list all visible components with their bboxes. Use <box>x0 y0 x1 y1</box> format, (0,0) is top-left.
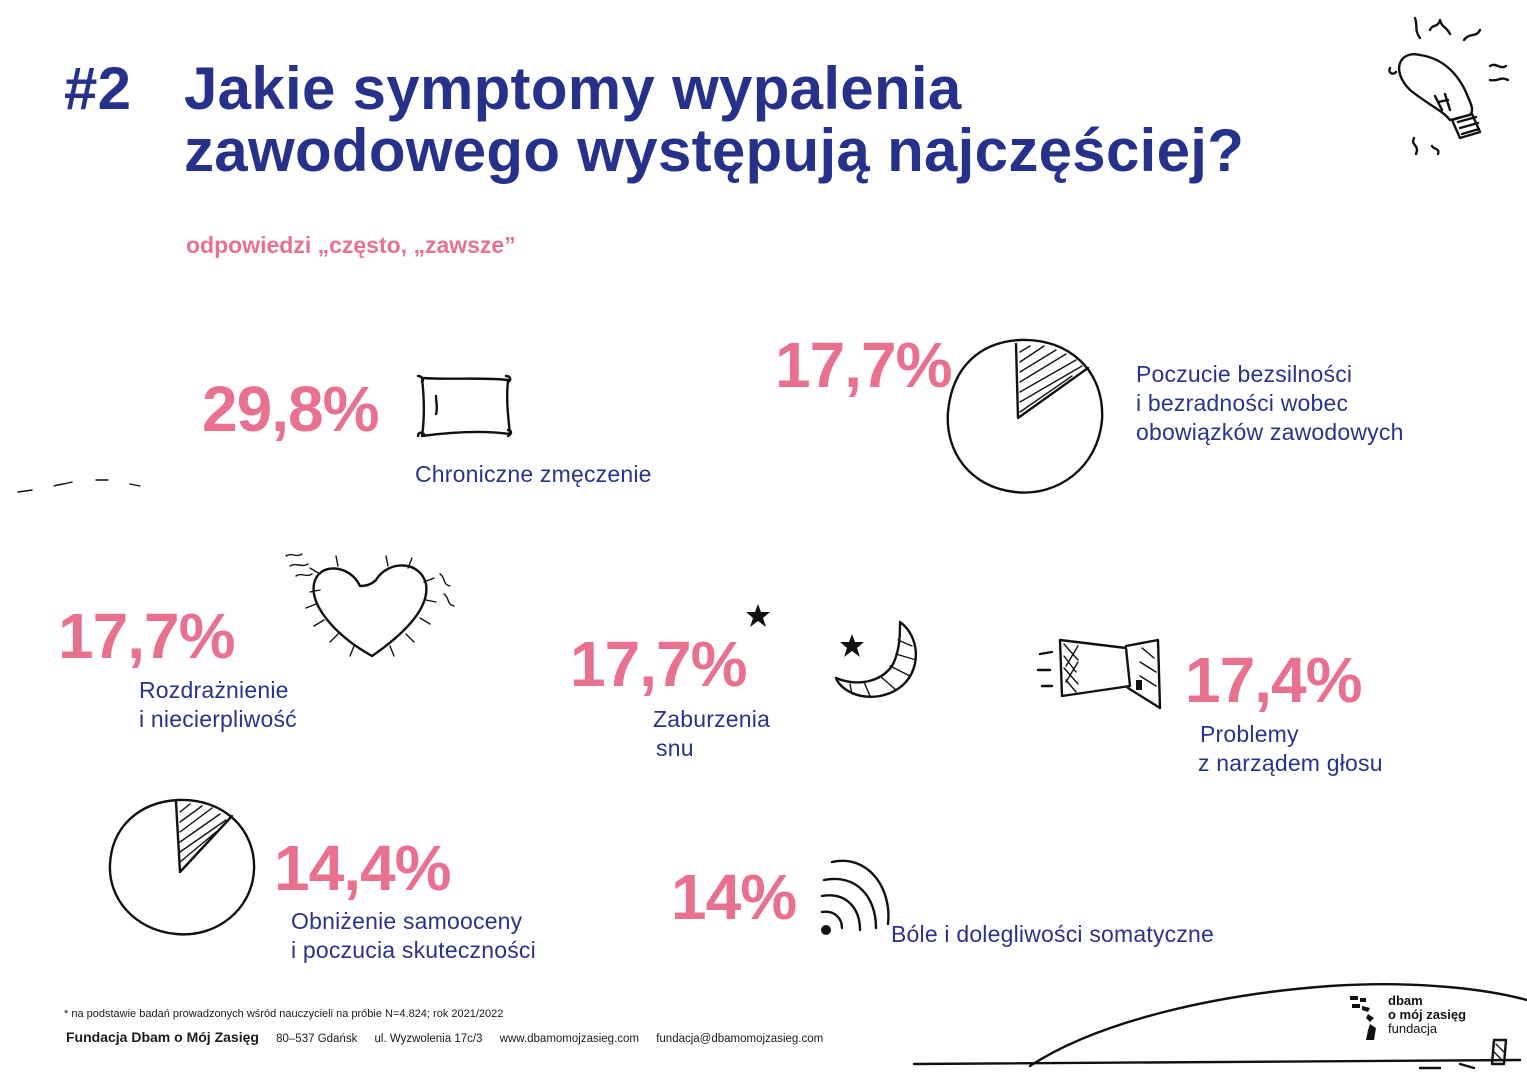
label-line: z narządem głosu <box>1198 750 1383 776</box>
label-line: i bezradności wobec <box>1136 390 1349 416</box>
label-irritability: Rozdrażnienie i niecierpliwość <box>139 676 297 734</box>
value-chronic-fatigue: 29,8% <box>202 373 379 445</box>
value-irritability: 17,7% <box>58 600 235 672</box>
value-voice: 17,4% <box>1185 644 1362 716</box>
footer-email[interactable]: fundacja@dbamomojzasieg.com <box>656 1033 824 1045</box>
label-line: Obniżenie samooceny <box>291 908 523 934</box>
label-line: Rozdrażnienie <box>139 677 289 703</box>
label-line: i niecierpliwość <box>139 706 297 732</box>
pillow-icon <box>416 374 513 438</box>
page-title: Jakie symptomy wypalenia zawodowego wyst… <box>184 58 1244 182</box>
pie-chart-icon <box>108 798 256 936</box>
logo-line-3: fundacja <box>1388 1021 1438 1036</box>
lightbulb-icon <box>1388 16 1510 156</box>
label-line: i poczucia skuteczności <box>291 937 536 963</box>
label-voice: Problemy z narządem głosu <box>1198 720 1383 778</box>
subtitle: odpowiedzi „często, „zawsze” <box>186 232 516 258</box>
footer-street: ul. Wyzwolenia 17c/3 <box>374 1033 483 1045</box>
megaphone-icon <box>1036 638 1162 710</box>
moon-stars-icon <box>746 604 918 698</box>
title-line-1: Jakie symptomy wypalenia <box>184 55 962 122</box>
title-number: #2 <box>64 55 132 122</box>
label-line: obowiązków zawodowych <box>1136 419 1404 445</box>
label-self-esteem: Obniżenie samooceny i poczucia skuteczno… <box>291 907 536 965</box>
value-somatic: 14% <box>671 861 797 933</box>
value-self-esteem: 14,4% <box>274 832 451 904</box>
footnote: * na podstawie badań prowadzonych wśród … <box>64 1008 504 1020</box>
logo-line-2: o mój zasięg <box>1388 1007 1467 1022</box>
label-line: snu <box>656 735 694 761</box>
label-line: Poczucie bezsilności <box>1136 361 1353 387</box>
pie-chart-icon <box>946 338 1104 494</box>
logo-line-1: dbam <box>1388 993 1423 1008</box>
label-line: Chroniczne zmęczenie <box>415 461 652 487</box>
label-sleep: Zaburzenia snu <box>653 705 770 763</box>
title-line-2: zawodowego występują najczęściej? <box>184 117 1245 184</box>
footer-org: Fundacja Dbam o Mój Zasięg <box>66 1029 259 1045</box>
label-line: Problemy <box>1200 721 1299 747</box>
label-line: Zaburzenia <box>653 706 771 732</box>
label-line: Bóle i dolegliwości somatyczne <box>891 921 1215 947</box>
logo-text: dbam o mój zasięg fundacja <box>1388 994 1466 1036</box>
label-chronic-fatigue: Chroniczne zmęczenie <box>415 460 652 489</box>
logo-mark-icon <box>1350 996 1376 1040</box>
desk-doodle-decoration <box>912 982 1527 1070</box>
footer-postal: 80–537 Gdańsk <box>276 1033 358 1045</box>
value-helplessness: 17,7% <box>775 329 952 401</box>
label-somatic: Bóle i dolegliwości somatyczne <box>891 920 1214 949</box>
label-helplessness: Poczucie bezsilności i bezradności wobec… <box>1136 360 1404 447</box>
dash-line-decoration <box>17 479 141 493</box>
footer-website[interactable]: www.dbamomojzasieg.com <box>499 1033 639 1045</box>
value-sleep: 17,7% <box>570 628 747 700</box>
footer: Fundacja Dbam o Mój Zasięg 80–537 Gdańsk… <box>66 1029 837 1045</box>
fuzzy-heart-icon <box>285 553 455 658</box>
signal-waves-icon <box>820 859 890 935</box>
